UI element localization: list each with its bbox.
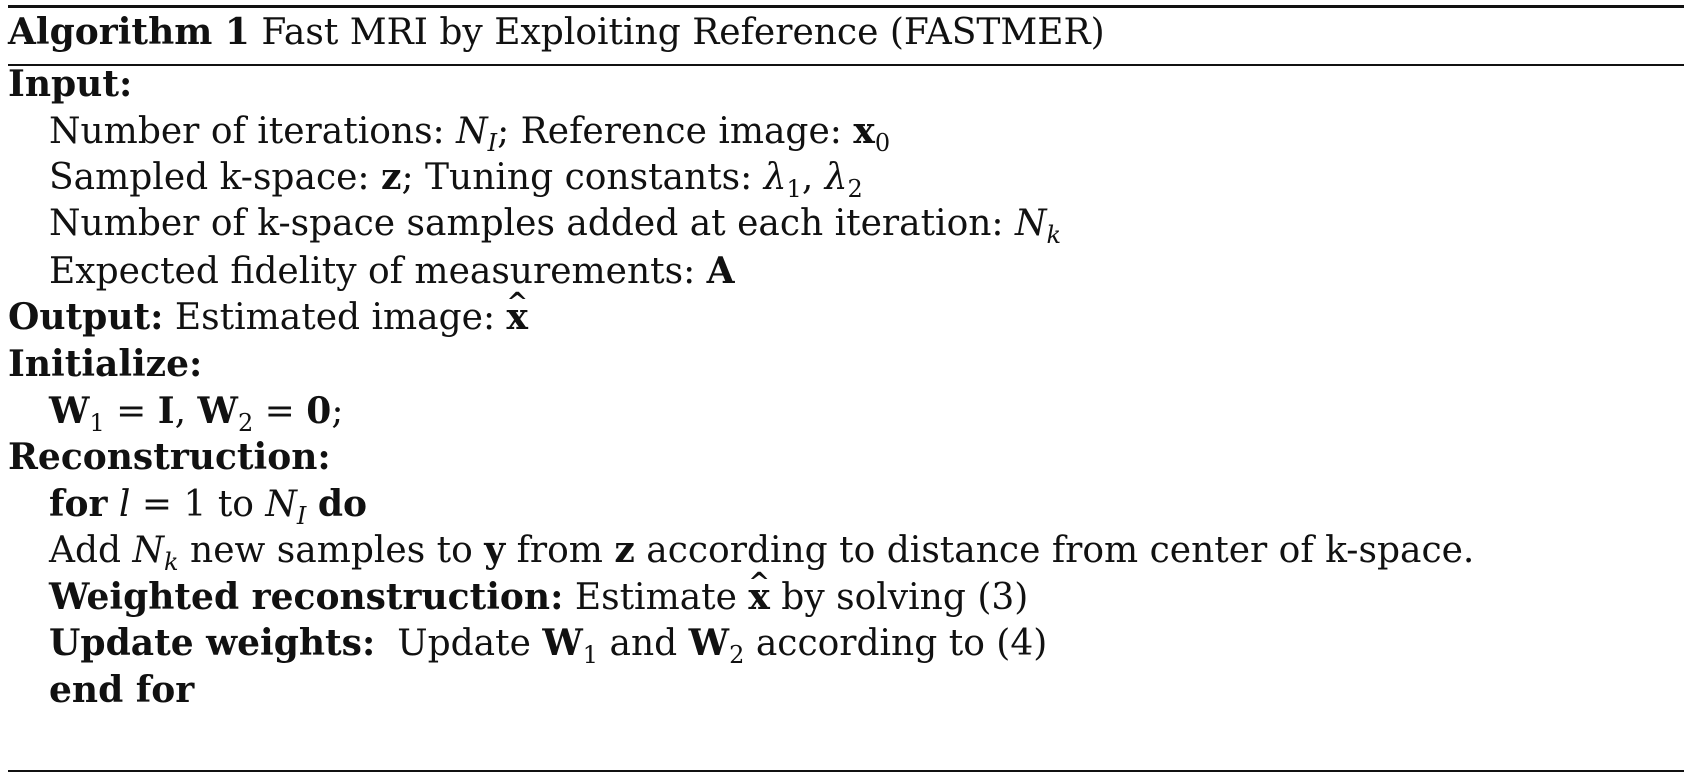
- algorithm-label: Algorithm 1: [8, 11, 250, 53]
- output-label: Estimated image:: [174, 297, 507, 338]
- fidelity-label: Expected fidelity of measurements:: [49, 251, 707, 292]
- input-line-iterations: Number of iterations: NI; Reference imag…: [49, 109, 890, 155]
- output-symbol-letter: x: [506, 296, 528, 338]
- input-line-samples: Number of k-space samples added at each …: [49, 202, 1062, 249]
- z-symbol: z: [614, 529, 635, 571]
- w2-subscript: 2: [729, 641, 745, 669]
- algorithm-box: Algorithm 1 Fast MRI by Exploiting Refer…: [8, 0, 1684, 779]
- weighted-suffix: by solving (3): [769, 577, 1029, 618]
- equals: =: [253, 391, 307, 432]
- end-for-line: end for: [49, 668, 194, 712]
- zero-symbol: 0: [306, 390, 332, 432]
- weighted-symbol-letter: x: [748, 576, 770, 618]
- loop-bound-subscript: I: [296, 502, 307, 530]
- lambda-symbol: λ: [763, 157, 787, 198]
- input-heading-text: Input:: [8, 63, 133, 105]
- for-keyword: for: [49, 483, 108, 525]
- w-symbol: W: [197, 390, 238, 432]
- do-keyword: do: [317, 483, 368, 525]
- equals: =: [104, 391, 158, 432]
- reconstruction-heading-text: Reconstruction:: [8, 436, 331, 478]
- separator: ;: [401, 157, 426, 198]
- fidelity-symbol: A: [706, 250, 735, 292]
- hat-accent: ^: [748, 568, 771, 598]
- w-symbol: W: [49, 390, 90, 432]
- add-suffix: according to distance from center of k-s…: [634, 530, 1475, 571]
- loop-range: = 1 to: [130, 484, 266, 525]
- iterations-subscript: I: [487, 129, 498, 157]
- top-rule: [8, 5, 1684, 8]
- samples-subscript: k: [1046, 221, 1062, 249]
- initialize-line: W1 = I, W2 = 0;: [49, 389, 344, 435]
- output-heading: Output:: [8, 296, 164, 338]
- input-line-kspace: Sampled k-space: z; Tuning constants: λ1…: [49, 155, 863, 201]
- reconstruction-heading: Reconstruction:: [8, 435, 331, 479]
- loop-bound-symbol: N: [265, 484, 297, 525]
- loop-variable: l: [118, 484, 131, 525]
- sampled-symbol: z: [380, 156, 402, 198]
- add-prefix: Add: [49, 530, 133, 571]
- for-loop-line: for l = 1 to NI do: [49, 482, 368, 528]
- input-heading: Input:: [8, 62, 132, 106]
- iterations-label: Number of iterations:: [49, 111, 457, 152]
- initialize-heading-text: Initialize:: [8, 343, 203, 385]
- reference-symbol: x: [853, 110, 875, 152]
- output-line: Output: Estimated image: ^ x: [8, 288, 528, 340]
- lambda2-subscript: 2: [847, 175, 863, 203]
- comma: ,: [174, 391, 198, 432]
- w2-subscript: 2: [237, 409, 254, 437]
- w1-subscript: 1: [89, 409, 105, 437]
- sampled-label: Sampled k-space:: [49, 157, 381, 198]
- update-label: Update weights:: [49, 622, 376, 664]
- comma: ,: [801, 157, 825, 198]
- add-symbol: N: [132, 530, 165, 571]
- lambda1-subscript: 1: [786, 175, 802, 203]
- weighted-symbol: ^ x: [748, 568, 770, 620]
- weighted-reconstruction-line: Weighted reconstruction: Estimate ^ x by …: [49, 568, 1029, 620]
- w-symbol: W: [688, 622, 730, 664]
- input-line-fidelity: Expected fidelity of measurements: A: [49, 249, 735, 293]
- iterations-symbol: N: [456, 111, 488, 152]
- weighted-label: Weighted reconstruction:: [49, 576, 564, 618]
- bottom-rule: [8, 770, 1684, 772]
- title-rule: [8, 64, 1684, 66]
- tuning-label: Tuning constants:: [425, 157, 764, 198]
- add-subscript: k: [164, 548, 179, 576]
- update-weights-line: Update weights: Update W1 and W2 accordin…: [49, 621, 1048, 667]
- w-symbol: W: [542, 622, 583, 664]
- samples-label: Number of k-space samples added at each …: [49, 203, 1016, 244]
- samples-symbol: N: [1015, 203, 1047, 244]
- add-samples-line: Add Nk new samples to y from z according…: [49, 528, 1475, 574]
- reference-subscript: 0: [874, 129, 891, 157]
- output-symbol: ^ x: [506, 288, 528, 340]
- y-symbol: y: [484, 529, 506, 571]
- end-for-keyword: end for: [49, 669, 195, 711]
- from-text: from: [505, 530, 615, 571]
- add-middle: new samples to: [178, 530, 485, 571]
- lambda-symbol: λ: [824, 157, 848, 198]
- algorithm-name: Fast MRI by Exploiting Reference (FASTME…: [261, 12, 1105, 53]
- separator: ;: [497, 111, 521, 152]
- identity-symbol: I: [157, 390, 175, 432]
- update-suffix: according to (4): [744, 623, 1048, 664]
- algorithm-title: Algorithm 1 Fast MRI by Exploiting Refer…: [8, 10, 1105, 54]
- weighted-prefix: Estimate: [574, 577, 749, 618]
- initialize-heading: Initialize:: [8, 342, 202, 386]
- semicolon: ;: [331, 391, 344, 432]
- reference-label: Reference image:: [520, 111, 854, 152]
- w1-subscript: 1: [582, 641, 599, 669]
- and-text: and: [598, 623, 689, 664]
- update-prefix: Update: [397, 623, 543, 664]
- hat-accent: ^: [506, 288, 529, 318]
